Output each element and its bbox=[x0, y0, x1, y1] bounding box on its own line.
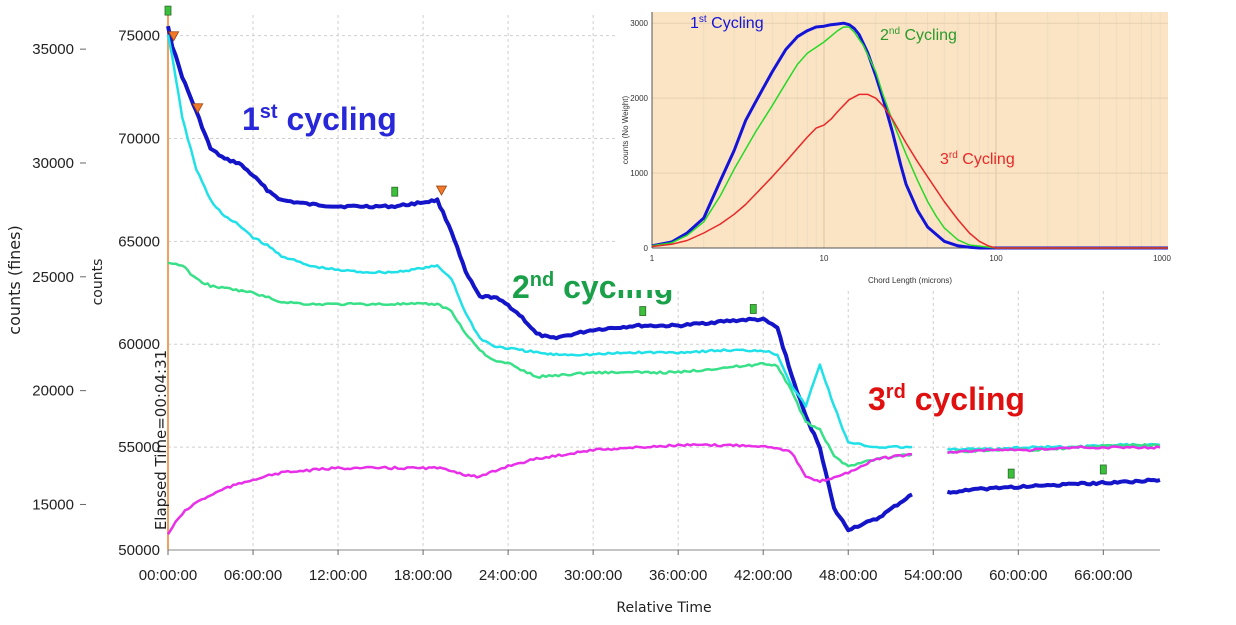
inset-series bbox=[651, 21, 1168, 250]
y2-tick-label: 35000 bbox=[32, 41, 74, 58]
inset-chart: 0 1000 2000 3000 1 10 100 1000 Chord Length (m… bbox=[618, 10, 1171, 290]
main-grid bbox=[168, 15, 1160, 551]
inset-label-1st-rest: Cycling bbox=[707, 15, 764, 32]
y2-tick-label: 30000 bbox=[32, 155, 74, 172]
main-series bbox=[166, 25, 1161, 535]
inset-x-tick-label: 1 bbox=[650, 254, 655, 263]
inset-x-tick-label: 100 bbox=[989, 254, 1003, 263]
y2-axis-ticks: 15000 20000 25000 30000 35000 bbox=[32, 41, 86, 513]
y2-tick-label: 15000 bbox=[32, 496, 74, 513]
series-line-3-segment-1 bbox=[947, 445, 1161, 455]
x-tick-label: 06:00:00 bbox=[224, 567, 282, 584]
annotation-1st-sup: st bbox=[260, 101, 278, 123]
inset-label-3rd-rest: Cycling bbox=[958, 151, 1015, 168]
annotation-1st-base: 1 bbox=[242, 101, 260, 137]
series-line-0-segment-0 bbox=[166, 25, 913, 533]
annotation-2nd-base: 2 bbox=[512, 269, 530, 305]
inset-label-1st-cycling: 1st Cycling bbox=[690, 14, 764, 32]
annotation-2nd-sup: nd bbox=[530, 269, 554, 291]
annotation-1st-rest: cycling bbox=[278, 101, 397, 137]
inset-series-line-1 bbox=[651, 26, 1168, 249]
inset-series-line-0 bbox=[651, 21, 1168, 250]
inset-y-axis-ticks: 0 1000 2000 3000 bbox=[630, 19, 648, 253]
inset-label-1st-base: 1 bbox=[690, 15, 699, 32]
inset-label-1st-sup: st bbox=[699, 14, 707, 25]
y2-tick-label: 20000 bbox=[32, 383, 74, 400]
inset-series-line-2 bbox=[651, 93, 1168, 249]
event-marker-flag bbox=[164, 5, 172, 16]
event-marker-flag bbox=[1007, 468, 1015, 479]
inset-x-tick-label: 1000 bbox=[1153, 254, 1171, 263]
annotation-3rd-sup: rd bbox=[886, 381, 906, 403]
series-line-1-segment-0 bbox=[166, 34, 912, 450]
annotation-3rd-rest: cycling bbox=[906, 381, 1025, 417]
inset-y-tick-label: 2000 bbox=[630, 94, 648, 103]
inset-label-3rd-cycling: 3rd Cycling bbox=[940, 150, 1015, 168]
x-tick-label: 42:00:00 bbox=[734, 567, 792, 584]
event-marker-triangle bbox=[167, 31, 180, 42]
inset-label-2nd-rest: Cycling bbox=[900, 27, 957, 44]
inset-label-3rd-sup: rd bbox=[949, 150, 958, 161]
event-markers bbox=[164, 5, 1107, 479]
x-tick-label: 48:00:00 bbox=[819, 567, 877, 584]
event-marker-triangle bbox=[435, 185, 448, 196]
x-tick-label: 36:00:00 bbox=[649, 567, 707, 584]
y-tick-label: 65000 bbox=[118, 233, 160, 250]
x-tick-label: 12:00:00 bbox=[309, 567, 367, 584]
y2-tick-label: 25000 bbox=[32, 269, 74, 286]
y-tick-label: 55000 bbox=[118, 439, 160, 456]
annotation-1st-cycling: 1st cycling bbox=[242, 101, 397, 137]
x-tick-label: 60:00:00 bbox=[989, 567, 1047, 584]
x-tick-label: 54:00:00 bbox=[904, 567, 962, 584]
x-tick-label: 00:00:00 bbox=[139, 567, 197, 584]
event-marker-flag bbox=[749, 304, 757, 314]
x-axis-title: Relative Time bbox=[616, 600, 711, 616]
y-axis-title: counts bbox=[90, 259, 106, 306]
inset-y-tick-label: 0 bbox=[644, 244, 649, 253]
annotation-3rd-base: 3 bbox=[868, 381, 886, 417]
inset-y-tick-label: 3000 bbox=[630, 19, 648, 28]
series-line-0-segment-1 bbox=[946, 477, 1161, 495]
event-marker-flag bbox=[391, 186, 399, 197]
x-tick-label: 24:00:00 bbox=[479, 567, 537, 584]
inset-plot-area bbox=[652, 12, 1168, 248]
x-tick-label: 66:00:00 bbox=[1074, 567, 1132, 584]
y-tick-label: 60000 bbox=[118, 336, 160, 353]
y2-axis-title: counts (fines) bbox=[5, 225, 24, 334]
y-tick-label: 75000 bbox=[118, 28, 160, 45]
inset-label-2nd-base: 2 bbox=[880, 27, 889, 44]
inset-label-3rd-base: 3 bbox=[940, 151, 949, 168]
inset-label-2nd-sup: nd bbox=[889, 26, 900, 37]
inset-label-2nd-cycling: 2nd Cycling bbox=[880, 26, 957, 44]
inset-x-tick-label: 10 bbox=[820, 254, 829, 263]
y-axis-ticks: 50000 55000 60000 65000 70000 75000 bbox=[118, 28, 160, 559]
x-tick-label: 30:00:00 bbox=[564, 567, 622, 584]
inset-x-axis-title: Chord Length (microns) bbox=[868, 276, 952, 285]
series-line-2-segment-0 bbox=[167, 261, 913, 468]
y-tick-label: 50000 bbox=[118, 542, 160, 559]
inset-x-axis-ticks: 1 10 100 1000 bbox=[650, 254, 1172, 263]
event-marker-flag bbox=[639, 306, 647, 316]
annotation-3rd-cycling: 3rd cycling bbox=[868, 381, 1025, 417]
inset-y-tick-label: 1000 bbox=[630, 169, 648, 178]
x-tick-label: 18:00:00 bbox=[394, 567, 452, 584]
inset-y-axis-title: counts (No Weight) bbox=[621, 96, 630, 165]
y-tick-label: 70000 bbox=[118, 130, 160, 147]
elapsed-time-cursor-label: Elapsed Time=00:04:31 bbox=[152, 350, 170, 530]
event-marker-triangle bbox=[192, 103, 204, 114]
x-axis-ticks: 00:00:00 06:00:00 12:00:00 18:00:00 24:00:00… bbox=[139, 550, 1133, 584]
series-line-3-segment-0 bbox=[166, 442, 913, 535]
event-marker-flag bbox=[1099, 464, 1107, 475]
